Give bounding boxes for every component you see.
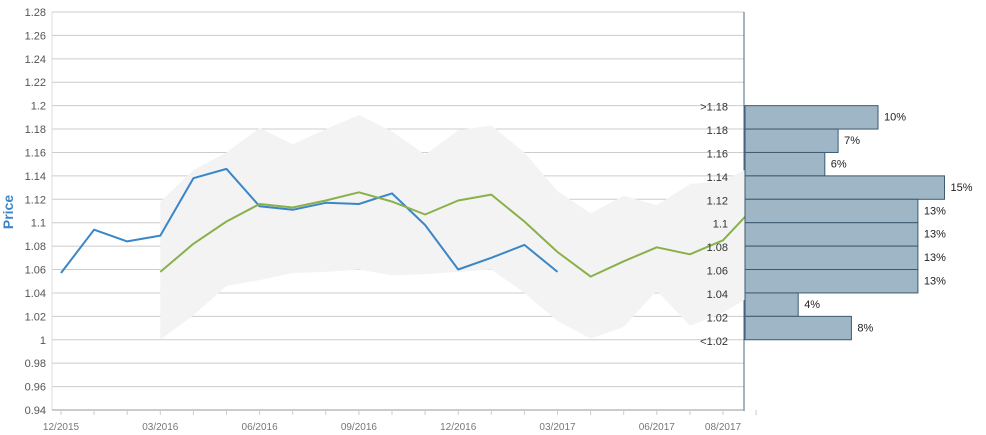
y-tick-label: 1.14 [25, 171, 46, 183]
distribution-percent-label: 15% [951, 182, 973, 194]
distribution-bar [744, 198, 919, 224]
distribution-bar [744, 315, 852, 341]
y-tick-label: 1.1 [31, 218, 46, 230]
y-tick-label: 1 [40, 335, 46, 347]
series-lines [60, 167, 757, 278]
x-tick-label: 06/2016 [242, 422, 279, 433]
x-tick-label: 12/2015 [43, 422, 80, 433]
y-tick-label: 1.28 [25, 7, 46, 19]
y-tick-label: 1.02 [25, 311, 46, 323]
x-tick-label: 08/2017 [705, 422, 742, 433]
x-tick-label: 12/2016 [440, 422, 477, 433]
distribution-percent-label: 10% [884, 112, 906, 124]
y-tick-label: 1.18 [25, 124, 46, 136]
distribution-bar [744, 105, 879, 130]
forecast-band [160, 115, 757, 340]
distribution-percent-label: 4% [804, 299, 820, 311]
y-axis-title: Price [0, 195, 16, 229]
y-tick-label: 0.94 [25, 405, 46, 417]
y-tick-label: 1.22 [25, 77, 46, 89]
y-tick-label: 1.2 [31, 101, 46, 113]
distribution-percent-label: 7% [844, 135, 860, 147]
distribution-bar [744, 292, 799, 317]
distribution-bin-label: <1.02 [700, 336, 728, 348]
distribution-bin-label: 1.18 [707, 125, 728, 137]
distribution-bar [744, 128, 839, 153]
distribution-percent-label: 13% [924, 205, 946, 217]
distribution-bar [744, 175, 945, 200]
y-tick-label: 0.98 [25, 358, 46, 370]
y-tick-label: 1.12 [25, 194, 46, 206]
distribution-bin-label: 1.04 [707, 289, 728, 301]
historical-price-line [60, 167, 559, 274]
distribution-bin-label: 1.06 [707, 266, 728, 278]
x-tick-label: 03/2017 [539, 422, 576, 433]
distribution-bin-label: >1.18 [700, 102, 728, 114]
distribution-percent-label: 13% [924, 229, 946, 241]
x-axis: 12/2015 03/2016 06/2016 09/2016 12/2016 03/20… [43, 410, 757, 433]
distribution-bin-label: 1.16 [707, 148, 728, 160]
x-tick-label: 03/2016 [142, 422, 179, 433]
y-tick-label: 1.04 [25, 288, 46, 300]
distribution-bin-label: 1.1 [713, 219, 728, 231]
forecast-band-area [160, 115, 757, 340]
distribution-percent-label: 13% [924, 276, 946, 288]
distribution-bar [744, 222, 919, 247]
forecast-price-line [159, 191, 757, 278]
y-axis: 0.94 0.96 0.98 1 1.02 1.04 1.06 1.08 1.1 1.12 1.14… [25, 7, 46, 417]
y-tick-label: 1.08 [25, 241, 46, 253]
distribution-percent-label: 13% [924, 252, 946, 264]
distribution-bar [744, 269, 919, 294]
distribution-bin-label: 1.14 [707, 172, 728, 184]
y-tick-label: 1.16 [25, 147, 46, 159]
distribution-bar [744, 151, 826, 177]
distribution-bars: >1.18 10% 1.18 7% 1.16 6% 1.14 15% 1.12 13% 1.1 13%… [700, 102, 973, 348]
distribution-bin-label: 1.02 [707, 312, 728, 324]
y-tick-label: 1.24 [25, 54, 46, 66]
x-tick-label: 06/2017 [639, 422, 676, 433]
y-tick-label: 1.06 [25, 265, 46, 277]
y-tick-label: 1.26 [25, 30, 46, 42]
distribution-percent-label: 8% [857, 322, 873, 334]
y-tick-label: 0.96 [25, 382, 46, 394]
distribution-bar [744, 245, 919, 271]
distribution-bin-label: 1.12 [707, 195, 728, 207]
distribution-bin-label: 1.08 [707, 242, 728, 254]
distribution-percent-label: 6% [831, 158, 847, 170]
x-tick-label: 09/2016 [341, 422, 378, 433]
